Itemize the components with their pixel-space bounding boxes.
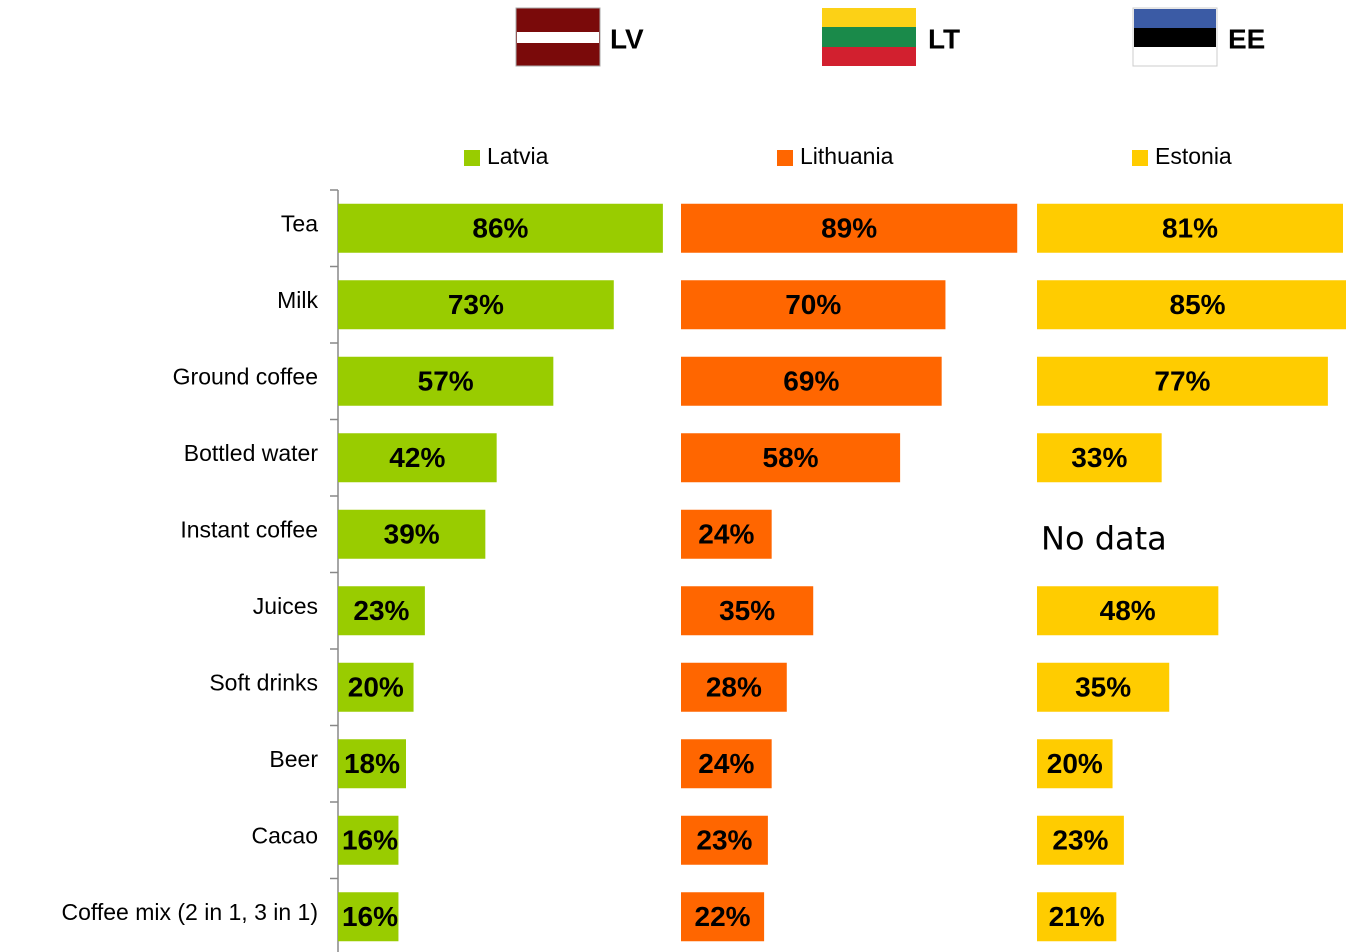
bar	[1037, 280, 1346, 330]
value-label: 89%	[821, 213, 877, 244]
bar	[338, 433, 497, 483]
bar	[681, 586, 814, 636]
missing-label: No data	[1041, 519, 1167, 557]
value-label: 73%	[448, 289, 504, 320]
value-label: 70%	[785, 289, 841, 320]
value-label: 86%	[472, 213, 528, 244]
bar	[681, 356, 942, 406]
flag-stripe	[1134, 28, 1216, 47]
bar	[338, 892, 399, 942]
flag-stripe	[517, 32, 599, 43]
flag-stripe	[822, 47, 916, 66]
legend-swatch	[777, 150, 793, 166]
bar	[1037, 356, 1328, 406]
value-label: 28%	[706, 672, 762, 703]
value-label: 20%	[1047, 748, 1103, 779]
value-label: 69%	[783, 366, 839, 397]
category-label: Beer	[269, 746, 318, 772]
bar	[1037, 433, 1162, 483]
value-label: 42%	[389, 442, 445, 473]
flag-ee	[1132, 7, 1218, 67]
flag-stripe	[822, 8, 916, 27]
value-label: 58%	[763, 442, 819, 473]
value-label: 35%	[719, 595, 775, 626]
category-label: Coffee mix (2 in 1, 3 in 1)	[61, 899, 318, 925]
value-label: 21%	[1049, 901, 1105, 932]
value-label: 20%	[348, 672, 404, 703]
category-label: Tea	[281, 210, 318, 236]
legend-swatch	[464, 150, 480, 166]
bar	[1037, 739, 1113, 789]
value-label: 81%	[1162, 213, 1218, 244]
value-label: 57%	[418, 366, 474, 397]
bar	[1037, 662, 1170, 712]
flag-label: LT	[928, 23, 960, 54]
category-label: Milk	[277, 287, 318, 313]
category-label: Bottled water	[184, 440, 319, 466]
value-label: 18%	[344, 748, 400, 779]
value-label: 39%	[384, 519, 440, 550]
bar	[338, 739, 406, 789]
value-label: 35%	[1075, 672, 1131, 703]
bar	[338, 280, 614, 330]
flag-lt	[822, 8, 916, 66]
bar	[338, 203, 663, 253]
value-label: 77%	[1154, 366, 1210, 397]
flag-stripe	[1134, 9, 1216, 28]
value-label: 85%	[1170, 289, 1226, 320]
flag-lv	[515, 7, 601, 67]
legend-label: Lithuania	[800, 143, 894, 169]
bar	[681, 739, 772, 789]
category-label: Cacao	[252, 822, 318, 848]
bar	[338, 586, 425, 636]
category-label: Juices	[253, 593, 318, 619]
value-label: 16%	[342, 901, 398, 932]
legend-label: Latvia	[487, 143, 549, 169]
bar	[681, 892, 765, 942]
bar	[1037, 815, 1124, 865]
bar	[681, 662, 787, 712]
value-label: 22%	[695, 901, 751, 932]
bar	[1037, 203, 1343, 253]
value-label: 33%	[1071, 442, 1127, 473]
category-label: Soft drinks	[209, 669, 318, 695]
value-label: 48%	[1100, 595, 1156, 626]
bar	[338, 662, 414, 712]
value-label: 23%	[353, 595, 409, 626]
legend-label: Estonia	[1155, 143, 1232, 169]
category-label: Instant coffee	[180, 516, 318, 542]
bar	[1037, 892, 1117, 942]
value-label: 16%	[342, 825, 398, 856]
flag-label: EE	[1228, 23, 1265, 54]
legend-swatch	[1132, 150, 1148, 166]
bar	[338, 815, 399, 865]
flag-stripe	[822, 27, 916, 47]
value-label: 23%	[696, 825, 752, 856]
bar	[681, 280, 946, 330]
bar	[681, 433, 901, 483]
flag-label: LV	[610, 23, 644, 54]
value-label: 24%	[698, 519, 754, 550]
value-label: 23%	[1052, 825, 1108, 856]
bar	[338, 509, 486, 559]
bar	[681, 509, 772, 559]
bar	[681, 203, 1018, 253]
category-label: Ground coffee	[173, 363, 318, 389]
bar	[1037, 586, 1219, 636]
bar	[681, 815, 768, 865]
bar	[338, 356, 554, 406]
value-label: 24%	[698, 748, 754, 779]
